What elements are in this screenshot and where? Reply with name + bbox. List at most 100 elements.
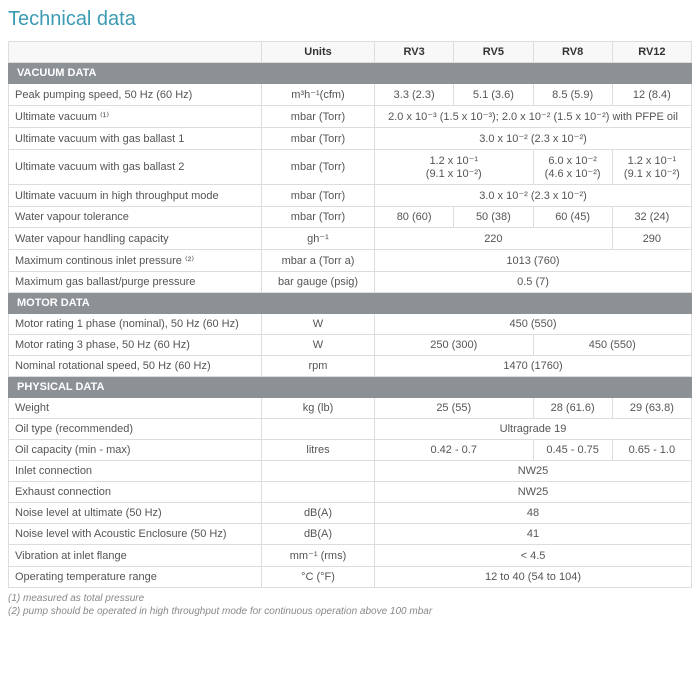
technical-data-table: Units RV3 RV5 RV8 RV12 VACUUM DATA Peak … [8,41,692,588]
row-units: dB(A) [262,524,375,545]
row-label: Noise level at ultimate (50 Hz) [9,503,262,524]
table-row: Nominal rotational speed, 50 Hz (60 Hz) … [9,356,692,377]
table-row: Water vapour handling capacity gh⁻¹ 220 … [9,228,692,250]
col-units: Units [262,42,375,63]
row-units: W [262,335,375,356]
row-label: Maximum gas ballast/purge pressure [9,272,262,293]
table-row: Peak pumping speed, 50 Hz (60 Hz) m³h⁻¹(… [9,84,692,106]
footnote-2: (2) pump should be operated in high thro… [8,605,692,618]
row-units: mbar (Torr) [262,128,375,150]
row-units: W [262,314,375,335]
cell: 450 (550) [533,335,692,356]
row-units: bar gauge (psig) [262,272,375,293]
table-row: Motor rating 3 phase, 50 Hz (60 Hz) W 25… [9,335,692,356]
row-label: Ultimate vacuum with gas ballast 1 [9,128,262,150]
cell: 12 (8.4) [612,84,691,106]
col-blank [9,42,262,63]
cell: NW25 [375,461,692,482]
table-row: Weight kg (lb) 25 (55) 28 (61.6) 29 (63.… [9,398,692,419]
row-units: litres [262,440,375,461]
table-row: Oil capacity (min - max) litres 0.42 - 0… [9,440,692,461]
table-row: Noise level at ultimate (50 Hz) dB(A) 48 [9,503,692,524]
cell: 60 (45) [533,207,612,228]
row-units [262,482,375,503]
row-label: Water vapour tolerance [9,207,262,228]
row-label: Ultimate vacuum ⁽¹⁾ [9,106,262,128]
section-motor: MOTOR DATA [9,293,692,314]
cell: 250 (300) [375,335,534,356]
cell: 1013 (760) [375,250,692,272]
cell: NW25 [375,482,692,503]
col-rv3: RV3 [375,42,454,63]
cell: 41 [375,524,692,545]
table-row: Water vapour tolerance mbar (Torr) 80 (6… [9,207,692,228]
row-label: Oil capacity (min - max) [9,440,262,461]
cell: 0.5 (7) [375,272,692,293]
footnotes: (1) measured as total pressure (2) pump … [8,592,692,618]
cell: 28 (61.6) [533,398,612,419]
table-row: Inlet connection NW25 [9,461,692,482]
cell: 29 (63.8) [612,398,691,419]
cell: 8.5 (5.9) [533,84,612,106]
row-units: rpm [262,356,375,377]
table-row: Maximum continous inlet pressure ⁽²⁾ mba… [9,250,692,272]
row-units [262,419,375,440]
col-rv8: RV8 [533,42,612,63]
row-label: Ultimate vacuum with gas ballast 2 [9,150,262,185]
row-label: Operating temperature range [9,567,262,588]
table-row: Oil type (recommended) Ultragrade 19 [9,419,692,440]
cell: 50 (38) [454,207,533,228]
cell: 80 (60) [375,207,454,228]
row-label: Exhaust connection [9,482,262,503]
cell: 12 to 40 (54 to 104) [375,567,692,588]
table-row: Motor rating 1 phase (nominal), 50 Hz (6… [9,314,692,335]
row-label: Water vapour handling capacity [9,228,262,250]
row-units: m³h⁻¹(cfm) [262,84,375,106]
row-label: Noise level with Acoustic Enclosure (50 … [9,524,262,545]
cell: 1.2 x 10⁻¹ (9.1 x 10⁻²) [375,150,534,185]
cell: 5.1 (3.6) [454,84,533,106]
row-units: mbar (Torr) [262,106,375,128]
cell: 290 [612,228,691,250]
footnote-1: (1) measured as total pressure [8,592,692,605]
cell: 450 (550) [375,314,692,335]
table-row: Noise level with Acoustic Enclosure (50 … [9,524,692,545]
row-label: Inlet connection [9,461,262,482]
section-physical: PHYSICAL DATA [9,377,692,398]
cell: Ultragrade 19 [375,419,692,440]
row-label: Motor rating 1 phase (nominal), 50 Hz (6… [9,314,262,335]
col-rv5: RV5 [454,42,533,63]
row-label: Weight [9,398,262,419]
col-rv12: RV12 [612,42,691,63]
cell: 1470 (1760) [375,356,692,377]
table-row: Maximum gas ballast/purge pressure bar g… [9,272,692,293]
row-label: Peak pumping speed, 50 Hz (60 Hz) [9,84,262,106]
cell: 0.45 - 0.75 [533,440,612,461]
page-title: Technical data [8,8,692,31]
row-units: mbar a (Torr a) [262,250,375,272]
table-row: Vibration at inlet flange mm⁻¹ (rms) < 4… [9,545,692,567]
row-label: Nominal rotational speed, 50 Hz (60 Hz) [9,356,262,377]
table-row: Ultimate vacuum with gas ballast 1 mbar … [9,128,692,150]
row-units [262,461,375,482]
row-units: mbar (Torr) [262,185,375,207]
table-row: Ultimate vacuum ⁽¹⁾ mbar (Torr) 2.0 x 10… [9,106,692,128]
cell: 48 [375,503,692,524]
table-row: Ultimate vacuum in high throughput mode … [9,185,692,207]
row-label: Oil type (recommended) [9,419,262,440]
table-row: Exhaust connection NW25 [9,482,692,503]
row-units: dB(A) [262,503,375,524]
cell: 6.0 x 10⁻² (4.6 x 10⁻²) [533,150,612,185]
row-units: gh⁻¹ [262,228,375,250]
cell: 0.65 - 1.0 [612,440,691,461]
cell: 220 [375,228,613,250]
section-vacuum: VACUUM DATA [9,63,692,84]
cell: < 4.5 [375,545,692,567]
row-label: Maximum continous inlet pressure ⁽²⁾ [9,250,262,272]
cell: 2.0 x 10⁻³ (1.5 x 10⁻³); 2.0 x 10⁻² (1.5… [375,106,692,128]
cell: 32 (24) [612,207,691,228]
cell: 1.2 x 10⁻¹ (9.1 x 10⁻²) [612,150,691,185]
cell: 25 (55) [375,398,534,419]
cell: 3.3 (2.3) [375,84,454,106]
row-units: kg (lb) [262,398,375,419]
